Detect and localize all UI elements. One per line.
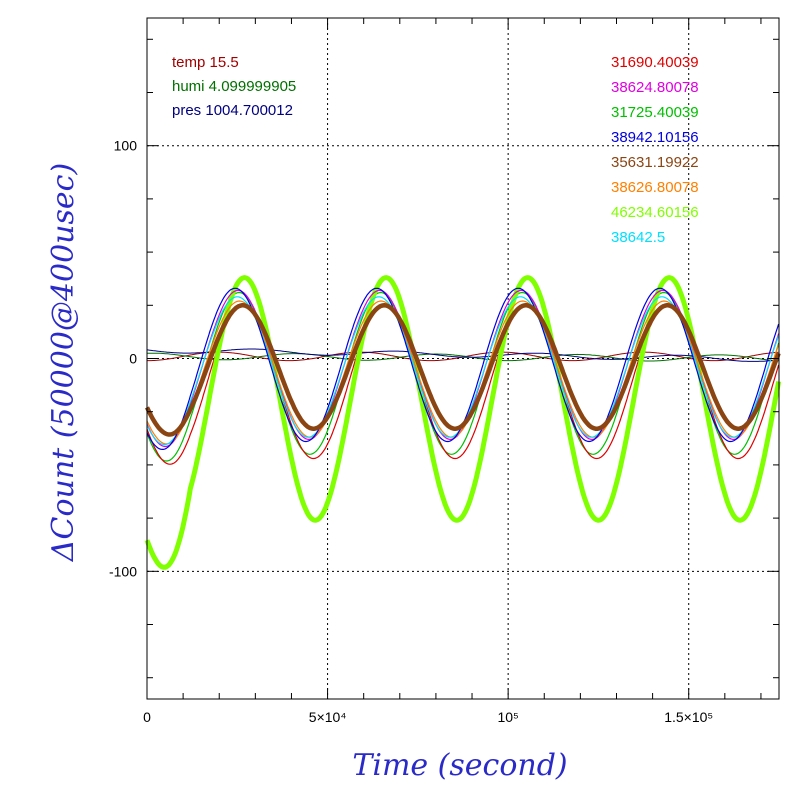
series-legend-entry: 35631.19922	[611, 154, 699, 171]
y-tick-label: 100	[114, 138, 138, 154]
environment-line	[147, 352, 779, 362]
series-legend-entry: 38942.10156	[611, 129, 699, 146]
series-line	[144, 303, 781, 437]
env-legend-entry: humi 4.099999905	[172, 78, 296, 95]
tick-marks	[146, 18, 779, 699]
x-tick-label: 5×10⁴	[309, 709, 347, 725]
series-legend-entry: 31725.40039	[611, 104, 699, 121]
environment-lines	[146, 348, 779, 362]
env-legend-entry: pres 1004.700012	[172, 102, 293, 119]
environment-legend: temp 15.5 humi 4.099999905 pres 1004.70001…	[172, 54, 296, 119]
y-axis-title: ΔCount (50000@400usec)	[46, 163, 81, 562]
series-legend-entry: 46234.60156	[611, 204, 699, 221]
x-axis-title: Time (second)	[352, 748, 567, 783]
series-legend-entry: 38642.5	[611, 229, 665, 246]
series-legend: 31690.40039 38624.80078 31725.40039 38942.1…	[611, 54, 699, 246]
x-tick-label: 1.5×10⁵	[664, 709, 713, 725]
series-legend-entry: 38624.80078	[611, 79, 699, 96]
y-tick-label: -100	[109, 563, 137, 579]
tick-labels: 0 5×10⁴ 10⁵ 1.5×10⁵ 100 0 -100	[109, 138, 713, 725]
environment-line	[146, 348, 779, 362]
x-tick-label: 0	[143, 709, 151, 725]
x-tick-label: 10⁵	[497, 709, 518, 725]
y-tick-label: 0	[129, 351, 137, 367]
series-legend-entry: 38626.80078	[611, 179, 699, 196]
env-legend-entry: temp 15.5	[172, 54, 239, 71]
series-line	[144, 275, 782, 570]
series-legend-entry: 31690.40039	[611, 54, 699, 71]
series-lines	[144, 275, 782, 570]
